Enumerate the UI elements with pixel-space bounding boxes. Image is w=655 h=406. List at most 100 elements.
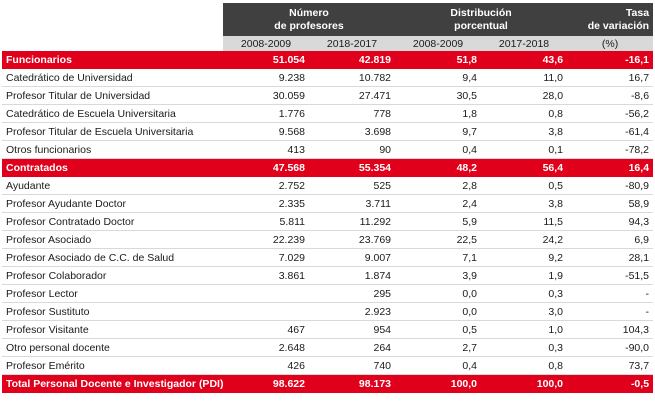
cell-tasa: 6,9 <box>567 230 654 249</box>
cell-name: Otro personal docente <box>2 338 223 357</box>
cell-name: Profesor Titular de Escuela Universitari… <box>2 122 223 141</box>
cell-name: Profesor Asociado <box>2 230 223 249</box>
group-row: Total Personal Docente e Investigador (P… <box>2 374 654 393</box>
cell-profesores-2008: 467 <box>223 320 309 339</box>
table-row: Otro personal docente 2.648 264 2,7 0,3 -90,0 <box>2 338 654 357</box>
cell-tasa: -78,2 <box>567 140 654 159</box>
cell-distribucion-2017: 0,1 <box>481 140 568 159</box>
cell-distribucion-2017: 3,0 <box>481 302 568 321</box>
cell-distribucion-2017: 28,0 <box>481 86 568 105</box>
header-year-2: 2018-2017 <box>309 36 396 51</box>
cell-name: Profesor Lector <box>2 284 223 303</box>
cell-distribucion-2017: 11,5 <box>481 212 568 231</box>
cell-distribucion-2017: 11,0 <box>481 68 568 87</box>
cell-profesores-2008: 2.648 <box>223 338 309 357</box>
cell-name: Profesor Ayudante Doctor <box>2 194 223 213</box>
cell-profesores-2018: 954 <box>309 320 396 339</box>
cell-tasa: 16,4 <box>567 158 654 177</box>
cell-profesores-2018: 3.698 <box>309 122 396 141</box>
cell-distribucion-2008: 2,7 <box>395 338 482 357</box>
cell-tasa: 28,1 <box>567 248 654 267</box>
cell-name: Profesor Contratado Doctor <box>2 212 223 231</box>
cell-profesores-2018: 42.819 <box>309 51 396 69</box>
table-row: Profesor Ayudante Doctor 2.335 3.711 2,4 3,8… <box>2 194 654 213</box>
cell-profesores-2008: 9.568 <box>223 122 309 141</box>
cell-name: Catedrático de Universidad <box>2 68 223 87</box>
cell-tasa: -80,9 <box>567 176 654 195</box>
table-row: Profesor Sustituto 2.923 0,0 3,0- <box>2 302 654 321</box>
cell-distribucion-2008: 2,8 <box>395 176 482 195</box>
cell-tasa: -16,1 <box>567 51 654 69</box>
table-row: Profesor Titular de Universidad 30.059 27.… <box>2 86 654 105</box>
cell-profesores-2018: 778 <box>309 104 396 123</box>
cell-profesores-2008: 426 <box>223 356 309 375</box>
cell-profesores-2008: 2.752 <box>223 176 309 195</box>
header-distribucion: Distribución porcentual <box>395 3 568 36</box>
cell-profesores-2008 <box>223 302 309 321</box>
staff-table: Número de profesores Distribución porcen… <box>2 3 654 393</box>
group-row: Contratados 47.568 55.354 48,2 56,4 16,4 <box>2 158 654 177</box>
cell-distribucion-2017: 1,9 <box>481 266 568 285</box>
table-row: Catedrático de Universidad 9.238 10.782 9,4… <box>2 68 654 87</box>
cell-name: Profesor Colaborador <box>2 266 223 285</box>
cell-profesores-2008: 47.568 <box>223 158 309 177</box>
cell-distribucion-2008: 7,1 <box>395 248 482 267</box>
cell-profesores-2008: 7.029 <box>223 248 309 267</box>
cell-distribucion-2008: 51,8 <box>395 51 482 69</box>
header-blank-2 <box>2 36 223 51</box>
cell-distribucion-2008: 0,5 <box>395 320 482 339</box>
cell-distribucion-2008: 100,0 <box>395 374 482 393</box>
cell-profesores-2008: 413 <box>223 140 309 159</box>
table-row: Profesor Lector 295 0,0 0,3- <box>2 284 654 303</box>
cell-profesores-2018: 27.471 <box>309 86 396 105</box>
cell-tasa: -0,5 <box>567 374 654 393</box>
header-year-4: 2017-2018 <box>481 36 568 51</box>
cell-profesores-2018: 525 <box>309 176 396 195</box>
table-row: Profesor Emérito 426 740 0,4 0,8 73,7 <box>2 356 654 375</box>
cell-profesores-2018: 264 <box>309 338 396 357</box>
cell-tasa: 94,3 <box>567 212 654 231</box>
group-row: Funcionarios 51.054 42.819 51,8 43,6 -16,1 <box>2 51 654 69</box>
cell-distribucion-2008: 9,7 <box>395 122 482 141</box>
cell-distribucion-2008: 48,2 <box>395 158 482 177</box>
cell-distribucion-2008: 22,5 <box>395 230 482 249</box>
cell-distribucion-2008: 0,0 <box>395 284 482 303</box>
cell-tasa: -8,6 <box>567 86 654 105</box>
cell-profesores-2008: 2.335 <box>223 194 309 213</box>
table-row: Profesor Contratado Doctor 5.811 11.292 5,9… <box>2 212 654 231</box>
header-numero-profesores: Número de profesores <box>223 3 396 36</box>
cell-profesores-2008: 5.811 <box>223 212 309 231</box>
cell-profesores-2008: 22.239 <box>223 230 309 249</box>
cell-distribucion-2008: 2,4 <box>395 194 482 213</box>
cell-distribucion-2008: 5,9 <box>395 212 482 231</box>
cell-name: Profesor Asociado de C.C. de Salud <box>2 248 223 267</box>
cell-profesores-2008: 3.861 <box>223 266 309 285</box>
cell-distribucion-2008: 30,5 <box>395 86 482 105</box>
cell-name: Contratados <box>2 158 223 177</box>
cell-distribucion-2017: 24,2 <box>481 230 568 249</box>
cell-tasa: 16,7 <box>567 68 654 87</box>
cell-profesores-2018: 2.923 <box>309 302 396 321</box>
cell-profesores-2018: 9.007 <box>309 248 396 267</box>
table-row: Profesor Titular de Escuela Universitari… <box>2 122 654 141</box>
header-tasa-variacion: Tasa de variación <box>567 3 654 36</box>
cell-profesores-2018: 740 <box>309 356 396 375</box>
header-year-3: 2008-2009 <box>395 36 482 51</box>
table-row: Profesor Colaborador 3.861 1.874 3,9 1,9 -51,… <box>2 266 654 285</box>
cell-profesores-2018: 10.782 <box>309 68 396 87</box>
cell-profesores-2018: 3.711 <box>309 194 396 213</box>
cell-tasa: 104,3 <box>567 320 654 339</box>
cell-profesores-2018: 295 <box>309 284 396 303</box>
cell-distribucion-2017: 3,8 <box>481 122 568 141</box>
cell-profesores-2018: 90 <box>309 140 396 159</box>
table-body: Funcionarios 51.054 42.819 51,8 43,6 -16,1 Cat… <box>2 51 654 393</box>
header-blank <box>2 3 223 36</box>
cell-name: Funcionarios <box>2 51 223 69</box>
cell-tasa: -56,2 <box>567 104 654 123</box>
cell-profesores-2018: 11.292 <box>309 212 396 231</box>
cell-name: Total Personal Docente e Investigador (P… <box>2 374 223 393</box>
table-row: Profesor Asociado de C.C. de Salud 7.029 9… <box>2 248 654 267</box>
cell-name: Otros funcionarios <box>2 140 223 159</box>
cell-distribucion-2017: 56,4 <box>481 158 568 177</box>
cell-distribucion-2017: 43,6 <box>481 51 568 69</box>
